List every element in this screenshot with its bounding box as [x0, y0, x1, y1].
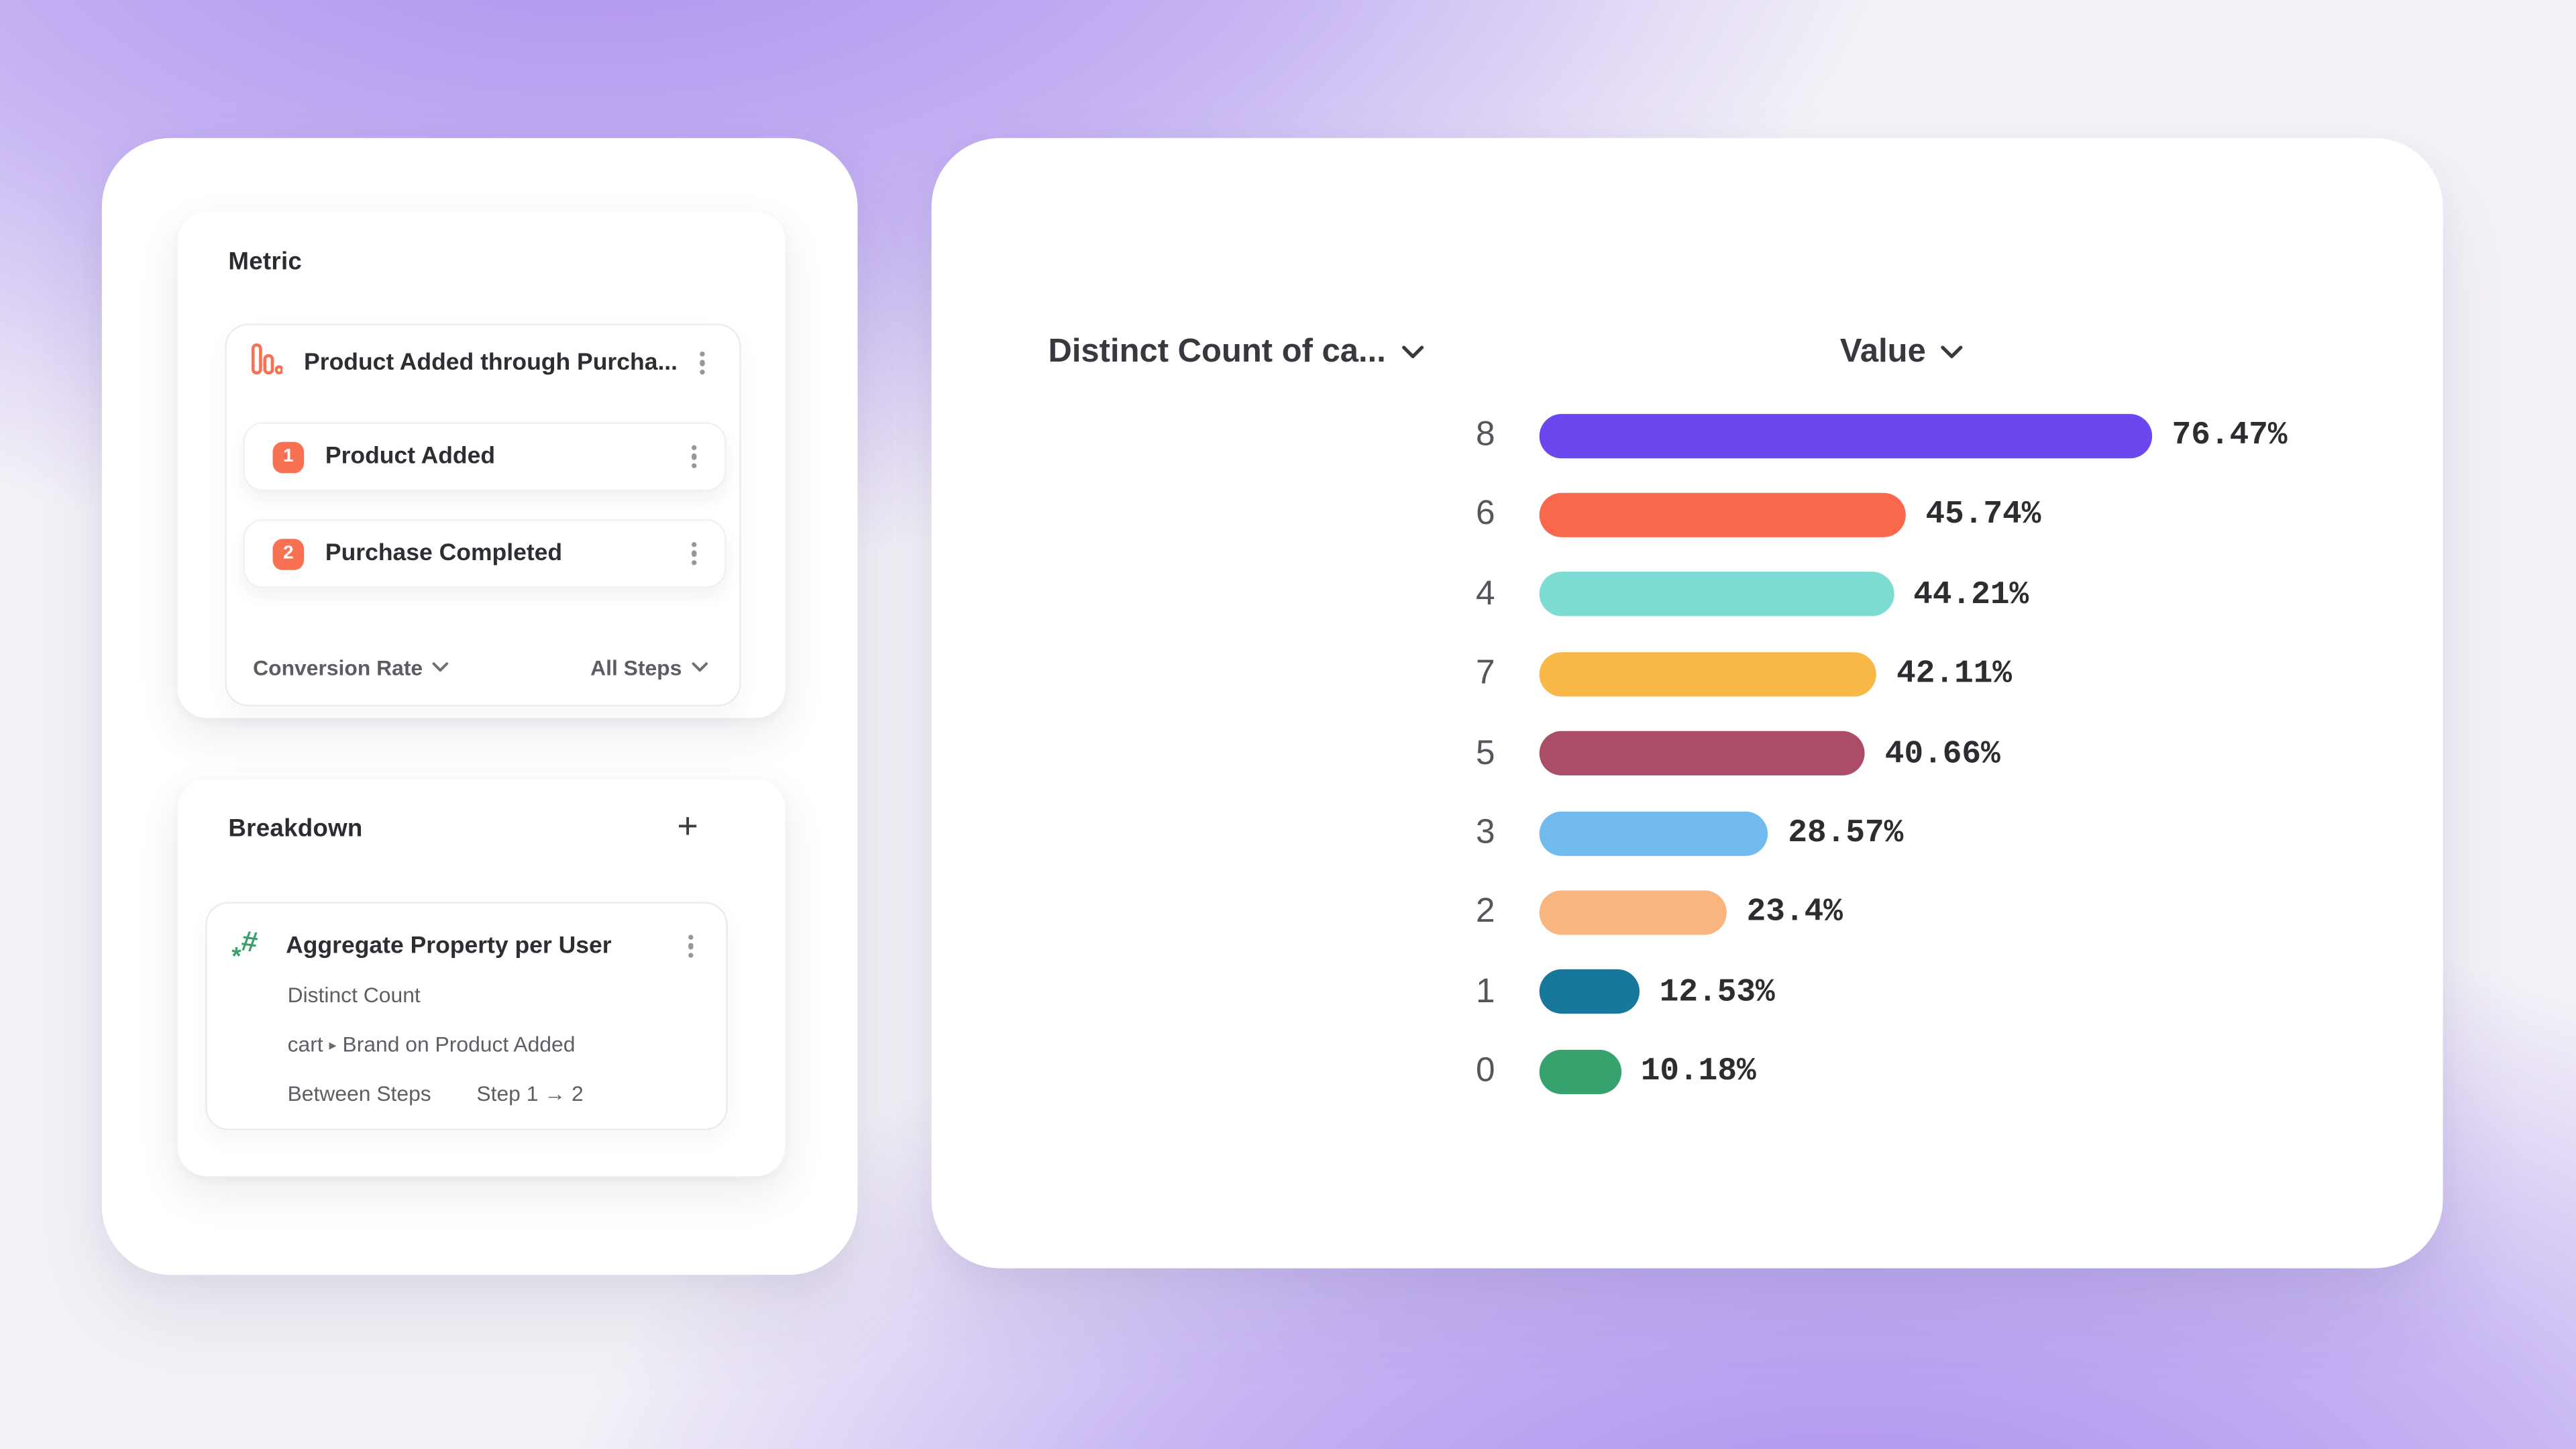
breakdown-kebab-menu-icon[interactable] [682, 928, 700, 965]
chart-row: 6 45.74% [1397, 492, 2041, 537]
breakdown-aggregation: Distinct Count [287, 982, 421, 1008]
category-label: 0 [1475, 1051, 1495, 1090]
between-steps-label: Between Steps [287, 1081, 431, 1106]
step-1-badge: 1 [272, 441, 305, 473]
all-steps-label: All Steps [590, 654, 682, 680]
chart-row: 4 44.21% [1397, 572, 2029, 617]
value-bar[interactable] [1539, 731, 1866, 776]
all-steps-dropdown[interactable]: All Steps [590, 655, 708, 680]
breakdown-item-header[interactable]: # * Aggregate Property per User [207, 917, 727, 976]
step-1-label: Product Added [325, 443, 496, 470]
funnel-event-row[interactable]: Product Added through Purcha... [227, 325, 739, 401]
breakdown-card: Breakdown + # * Aggregate Property per Us… [177, 778, 786, 1177]
funnel-chart-icon [251, 342, 284, 384]
value-column-header: Value [1839, 333, 1926, 370]
chevron-down-icon [1401, 345, 1424, 359]
chart-row: 3 28.57% [1397, 810, 1904, 855]
category-column-header: Distinct Count of ca... [1048, 333, 1386, 370]
breakdown-property: cart ▸ Brand on Product Added [288, 1032, 576, 1057]
chevron-down-icon [1941, 345, 1964, 359]
breakdown-step-range: Between Steps Step 1 → 2 [288, 1081, 584, 1106]
category-column-dropdown[interactable]: Distinct Count of ca... [1048, 333, 1424, 371]
step-range-value: Step 1 → 2 [476, 1081, 584, 1106]
step-2-kebab-menu-icon[interactable] [685, 535, 703, 572]
value-label: 40.66% [1884, 735, 2000, 772]
funnel-step-1[interactable]: 1 Product Added [243, 422, 727, 492]
value-bar[interactable] [1539, 492, 1907, 537]
metric-card: Metric Product Added through Purcha... [177, 211, 786, 718]
conversion-rate-dropdown[interactable]: Conversion Rate [253, 655, 449, 680]
aggregate-property-icon: # * [231, 924, 260, 971]
breakdown-item-box[interactable]: # * Aggregate Property per User Distinct … [205, 902, 728, 1130]
category-label: 1 [1475, 972, 1495, 1010]
chart-row: 8 76.47% [1397, 413, 2288, 458]
chart-row: 5 40.66% [1397, 731, 2000, 776]
property-separator-icon: ▸ [329, 1036, 337, 1053]
funnel-name: Product Added through Purcha... [304, 350, 678, 376]
funnel-definition-box: Product Added through Purcha... 1 Produc… [225, 323, 741, 707]
value-label: 23.4% [1746, 894, 1843, 931]
value-label: 76.47% [2171, 417, 2288, 453]
chevron-down-icon [692, 662, 708, 672]
value-label: 42.11% [1896, 655, 2012, 692]
breakdown-title: Breakdown [228, 814, 363, 843]
value-label: 28.57% [1788, 814, 1904, 851]
add-breakdown-button[interactable]: + [677, 805, 698, 847]
value-bar[interactable] [1539, 969, 1640, 1014]
category-label: 8 [1475, 415, 1495, 453]
funnel-step-2[interactable]: 2 Purchase Completed [243, 519, 727, 588]
category-label: 7 [1475, 654, 1495, 692]
value-bar[interactable] [1539, 651, 1877, 696]
value-label: 45.74% [1925, 496, 2041, 533]
value-label: 44.21% [1913, 576, 2029, 612]
value-label: 10.18% [1640, 1053, 1756, 1090]
query-builder-panel: Metric Product Added through Purcha... [101, 138, 858, 1275]
category-label: 6 [1475, 495, 1495, 533]
funnel-kebab-menu-icon[interactable] [693, 344, 711, 382]
step-2-label: Purchase Completed [325, 540, 563, 567]
category-label: 5 [1475, 733, 1495, 772]
value-bar[interactable] [1539, 1049, 1621, 1094]
chart-panel: Distinct Count of ca... Value 8 76.47% 6 45… [931, 138, 2443, 1269]
category-label: 3 [1475, 813, 1495, 851]
conversion-rate-label: Conversion Rate [253, 654, 423, 680]
category-label: 4 [1475, 574, 1495, 612]
category-label: 2 [1475, 892, 1495, 931]
property-prefix: cart [287, 1031, 323, 1057]
funnel-footer: Conversion Rate All Steps [253, 644, 708, 690]
step-2-badge: 2 [272, 538, 305, 570]
chart-row: 0 10.18% [1397, 1049, 1756, 1094]
chart-row: 2 23.4% [1397, 890, 1843, 935]
value-bar[interactable] [1539, 413, 2153, 458]
value-bar[interactable] [1539, 890, 1727, 935]
value-bar[interactable] [1539, 572, 1894, 617]
chart-row: 7 42.11% [1397, 651, 2012, 696]
chevron-down-icon [433, 662, 449, 672]
breakdown-item-name: Aggregate Property per User [286, 933, 612, 960]
step-1-kebab-menu-icon[interactable] [685, 438, 703, 476]
property-suffix: Brand on Product Added [342, 1031, 576, 1057]
value-label: 12.53% [1659, 973, 1775, 1010]
value-column-dropdown[interactable]: Value [1840, 333, 1964, 371]
value-bar[interactable] [1539, 810, 1768, 855]
chart-row: 1 12.53% [1397, 969, 1775, 1014]
metric-title: Metric [228, 248, 303, 276]
